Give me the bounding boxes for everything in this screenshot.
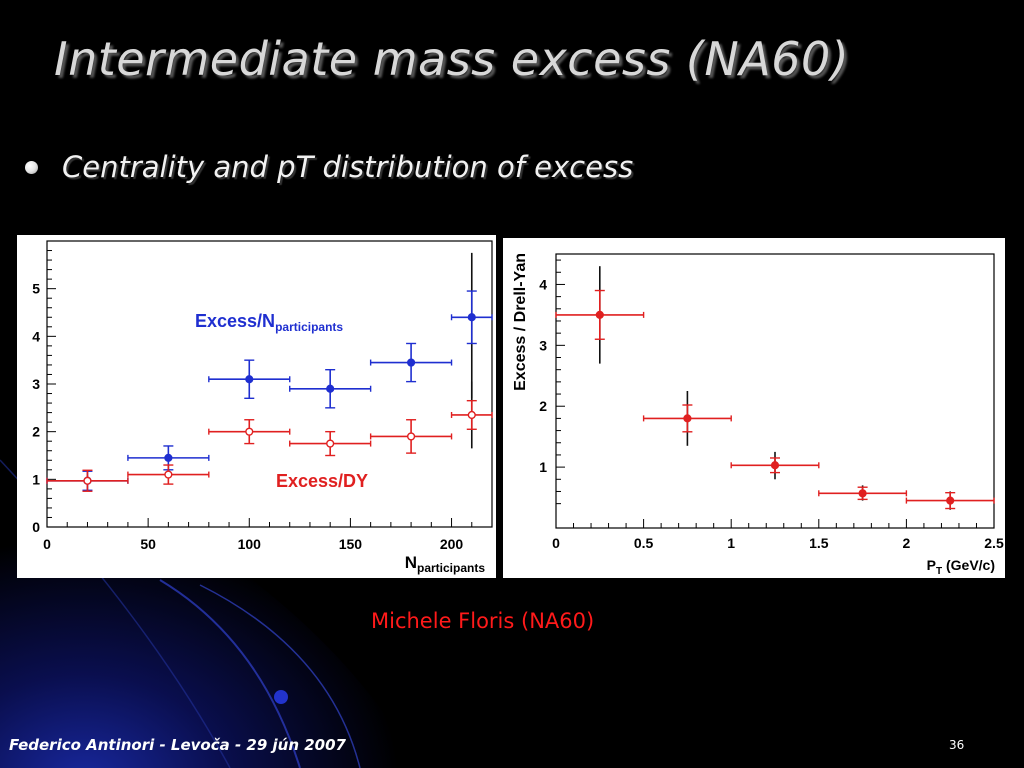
y-tick-label: 3 (32, 376, 40, 392)
data-point-marker (406, 432, 416, 441)
x-tick-label: 1.5 (809, 535, 829, 551)
data-point-marker (326, 439, 335, 448)
data-point-marker (164, 453, 173, 462)
x-tick-label: 100 (238, 536, 262, 552)
y-tick-label: 1 (32, 471, 40, 487)
y-tick-label: 2 (539, 398, 547, 414)
y-tick-label: 4 (32, 328, 40, 344)
x-tick-label: 2.5 (984, 535, 1004, 551)
pt-plot: 1 2 3 4 0 0.5 1 1.5 2 2.5 Excess / Drell-Yan PT (Ge… (512, 253, 1004, 577)
legend-excess-npart: Excess/Nparticipants (195, 311, 343, 334)
x-tick-label: 0 (552, 535, 560, 551)
series-excess-dy (46, 381, 493, 492)
x-axis-label: PT (GeV/c) (927, 557, 995, 577)
x-axis-label: Nparticipants (405, 553, 486, 575)
legend-excess-dy: Excess/DY (276, 471, 368, 491)
data-point-marker (467, 313, 476, 322)
data-point-marker (245, 427, 254, 436)
x-tick-label: 50 (140, 536, 156, 552)
y-tick-label: 0 (32, 519, 40, 535)
y-tick-label: 4 (539, 276, 547, 292)
footer-text: Federico Antinori - Levoča - 29 jún 2007 (9, 736, 346, 754)
data-point-marker (406, 358, 416, 367)
data-point-marker (683, 414, 692, 423)
data-point-marker (164, 470, 173, 479)
y-axis-label: Excess / Drell-Yan (512, 253, 529, 391)
page-number: 36 (949, 738, 965, 752)
y-tick-label: 3 (539, 337, 547, 353)
data-point-marker (946, 496, 955, 505)
y-tick-label: 5 (32, 281, 40, 297)
credit-text: Michele Floris (NA60) (371, 609, 595, 633)
data-point-marker (858, 489, 867, 498)
x-tick-label: 150 (339, 536, 363, 552)
x-tick-label: 0 (43, 536, 51, 552)
plot-frame (46, 240, 493, 528)
y-tick-label: 1 (539, 459, 547, 475)
x-tick-label: 200 (440, 536, 464, 552)
data-point-marker (83, 476, 92, 485)
data-point-marker (326, 384, 335, 393)
x-tick-label: 2 (903, 535, 911, 551)
bullet-icon (25, 161, 38, 174)
data-point-marker (467, 410, 476, 420)
data-point-marker (770, 461, 780, 470)
bullet-text: Centrality and pT distribution of excess (62, 150, 634, 184)
y-tick-label: 2 (32, 424, 40, 440)
x-tick-label: 1 (727, 535, 735, 551)
series-excess-npart (46, 252, 493, 491)
pt-plot-panel: 1 2 3 4 0 0.5 1 1.5 2 2.5 Excess / Drell-Yan PT (Ge… (503, 238, 1005, 578)
data-point-marker (245, 375, 254, 384)
centrality-plot-panel: 0 1 2 3 4 5 0 50 100 150 200 Nparticipants Excess/Np… (17, 235, 496, 578)
slide-title: Intermediate mass excess (NA60) (54, 32, 850, 86)
x-tick-label: 0.5 (634, 535, 654, 551)
data-point-marker (595, 310, 604, 319)
plot-frame (555, 253, 995, 529)
series-excess-drell-yan (555, 266, 995, 510)
